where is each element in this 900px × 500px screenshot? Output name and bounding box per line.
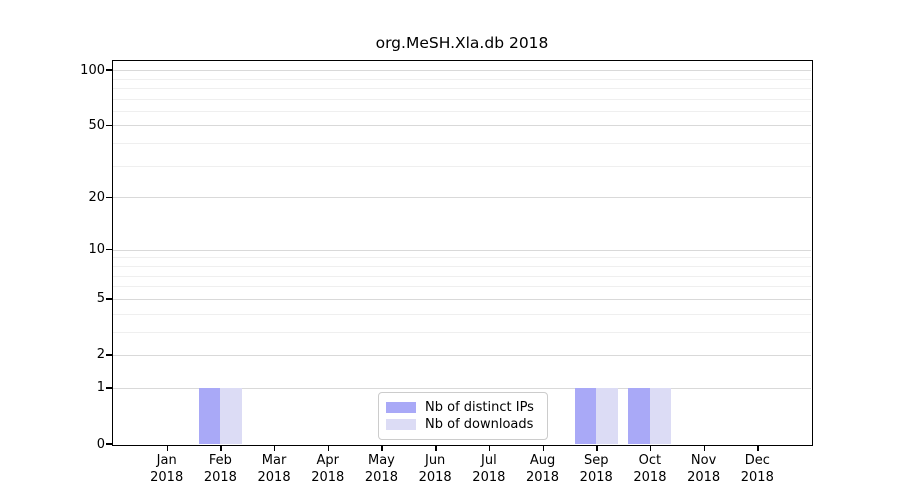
y-axis-tick <box>106 124 112 127</box>
x-axis-tick <box>488 445 491 451</box>
minor-gridline <box>113 110 811 112</box>
x-axis-tick <box>166 445 169 451</box>
minor-gridline <box>113 275 811 277</box>
legend-swatch-downloads <box>386 419 416 430</box>
x-axis-label: Mar 2018 <box>257 453 291 485</box>
x-axis-label: Oct 2018 <box>633 453 667 485</box>
axis-tick-layer <box>106 61 811 451</box>
x-axis-label: May 2018 <box>364 453 398 485</box>
legend: Nb of distinct IPs Nb of downloads <box>378 392 548 440</box>
major-gridline <box>113 387 811 389</box>
y-axis-tick <box>106 387 112 389</box>
minor-gridline <box>113 257 811 259</box>
x-axis-label: Sep 2018 <box>579 453 613 485</box>
minor-gridline <box>113 165 811 167</box>
y-axis-tick <box>106 298 112 300</box>
y-axis-label: 20 <box>88 189 105 205</box>
legend-label-downloads: Nb of downloads <box>425 417 534 432</box>
x-axis-label: Nov 2018 <box>687 453 721 485</box>
y-axis-tick <box>106 354 112 356</box>
major-gridline <box>113 298 811 300</box>
x-axis-tick <box>757 445 759 451</box>
y-axis-tick <box>106 196 112 199</box>
gridline-layer <box>113 61 811 444</box>
y-axis-label: 2 <box>96 347 105 363</box>
y-axis-tick <box>106 249 112 251</box>
x-axis-tick <box>649 445 652 451</box>
axis-label-layer: Jan 2018 Feb 2018 Mar 2018 Apr 2018 May 2018… <box>80 61 811 485</box>
bar-downloads <box>649 387 672 444</box>
x-axis-tick <box>435 445 437 451</box>
x-axis-label: Jan 2018 <box>150 453 184 485</box>
y-axis-label: 5 <box>96 291 105 307</box>
minor-gridline <box>113 78 811 80</box>
x-axis-label: Jun 2018 <box>418 453 452 485</box>
bar-downloads <box>596 387 618 444</box>
y-axis-tick <box>106 443 112 445</box>
x-axis-tick <box>596 445 598 451</box>
x-axis-tick <box>274 445 276 451</box>
major-gridline <box>113 249 811 251</box>
x-axis-label: Dec 2018 <box>740 453 774 485</box>
bar-layer <box>113 61 811 444</box>
x-axis-tick <box>220 445 222 451</box>
bar-downloads <box>220 387 242 444</box>
y-axis-tick <box>106 69 112 71</box>
major-gridline <box>113 354 811 356</box>
minor-gridline <box>113 87 811 89</box>
y-axis-label: 1 <box>96 380 105 396</box>
minor-gridline <box>113 265 811 267</box>
bar-distinct-ips <box>198 387 221 444</box>
minor-gridline <box>113 313 811 315</box>
minor-gridline <box>113 143 811 145</box>
y-axis-label: 100 <box>80 62 105 78</box>
y-axis-label: 0 <box>96 436 105 452</box>
bar-distinct-ips <box>628 387 650 444</box>
major-gridline <box>113 197 811 199</box>
minor-gridline <box>113 286 811 288</box>
major-gridline <box>113 125 811 127</box>
legend-label-distinct-ips: Nb of distinct IPs <box>425 400 534 415</box>
legend-swatch-distinct-ips <box>386 402 416 413</box>
y-axis-label: 50 <box>88 117 105 133</box>
minor-gridline <box>113 98 811 100</box>
legend-item-downloads: Nb of downloads <box>386 416 539 433</box>
legend-item-distinct-ips: Nb of distinct IPs <box>386 399 539 416</box>
bar-distinct-ips <box>574 387 597 444</box>
chart-title: org.MeSH.Xla.db 2018 <box>375 34 549 52</box>
x-axis-label: Aug 2018 <box>525 453 560 485</box>
y-axis-label: 10 <box>88 242 105 258</box>
x-axis-label: Apr 2018 <box>311 453 345 485</box>
x-axis-label: Jul 2018 <box>472 453 506 485</box>
x-axis-tick <box>327 445 330 451</box>
minor-gridline <box>113 331 811 333</box>
x-axis-tick <box>381 445 383 451</box>
major-gridline <box>113 70 811 72</box>
x-axis-label: Feb 2018 <box>203 453 237 485</box>
x-axis-tick <box>703 445 705 451</box>
x-axis-tick <box>542 445 544 451</box>
